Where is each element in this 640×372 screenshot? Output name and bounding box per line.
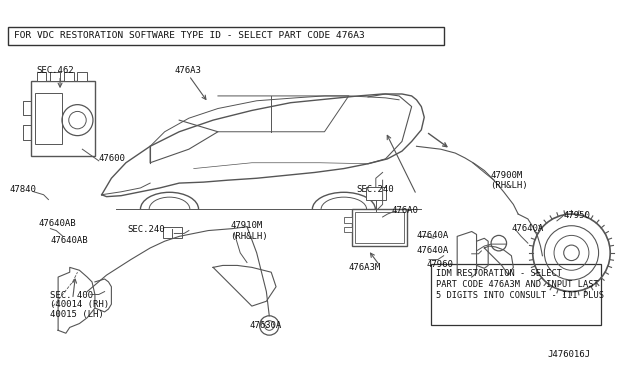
- Text: (40014 (RH): (40014 (RH): [51, 300, 109, 309]
- Bar: [431, 264, 600, 326]
- Text: J476016J: J476016J: [547, 350, 590, 359]
- Text: 47960: 47960: [426, 260, 453, 269]
- Text: SEC.462: SEC.462: [37, 66, 74, 75]
- Text: PART CODE 476A3M AND INPUT LAST: PART CODE 476A3M AND INPUT LAST: [436, 280, 598, 289]
- Text: 47910M: 47910M: [230, 221, 263, 230]
- Bar: [355, 212, 404, 243]
- Text: 47950: 47950: [564, 211, 591, 220]
- Bar: [77, 72, 87, 81]
- Bar: [37, 72, 47, 81]
- Text: SEC.240: SEC.240: [128, 225, 166, 234]
- Text: SEC. 400: SEC. 400: [51, 291, 93, 299]
- Text: 47600: 47600: [99, 154, 125, 163]
- Bar: [51, 72, 60, 81]
- Text: 47640A: 47640A: [511, 224, 543, 233]
- Bar: [8, 27, 444, 45]
- Text: 476A3: 476A3: [174, 66, 201, 75]
- Text: FOR VDC RESTORATION SOFTWARE TYPE ID - SELECT PART CODE 476A3: FOR VDC RESTORATION SOFTWARE TYPE ID - S…: [13, 31, 364, 40]
- Bar: [344, 227, 351, 232]
- Text: 40015 (LH): 40015 (LH): [51, 310, 104, 319]
- Bar: [344, 217, 351, 223]
- Bar: [163, 227, 182, 238]
- Text: 5 DIGITS INTO CONSULT - III PLUS: 5 DIGITS INTO CONSULT - III PLUS: [436, 291, 604, 299]
- Text: SEC.240: SEC.240: [356, 185, 394, 194]
- Text: (RH&LH): (RH&LH): [490, 181, 528, 190]
- Text: 47840: 47840: [10, 185, 36, 194]
- Bar: [366, 187, 385, 199]
- Text: 47900M: 47900M: [490, 170, 522, 180]
- Bar: [64, 72, 74, 81]
- Text: (RH&LH): (RH&LH): [230, 231, 268, 241]
- Text: 47630A: 47630A: [250, 321, 282, 330]
- Text: 476A0: 476A0: [391, 206, 418, 215]
- Text: 476A3M: 476A3M: [349, 263, 381, 272]
- Text: 47640A: 47640A: [417, 246, 449, 255]
- Bar: [35, 93, 62, 144]
- Circle shape: [564, 245, 579, 260]
- Text: IDM RESTORATION - SELECT: IDM RESTORATION - SELECT: [436, 269, 562, 278]
- Bar: [31, 81, 95, 156]
- Bar: [351, 209, 407, 246]
- Text: 47640A: 47640A: [417, 231, 449, 240]
- Text: 47640AB: 47640AB: [51, 236, 88, 246]
- Text: 47640AB: 47640AB: [39, 219, 76, 228]
